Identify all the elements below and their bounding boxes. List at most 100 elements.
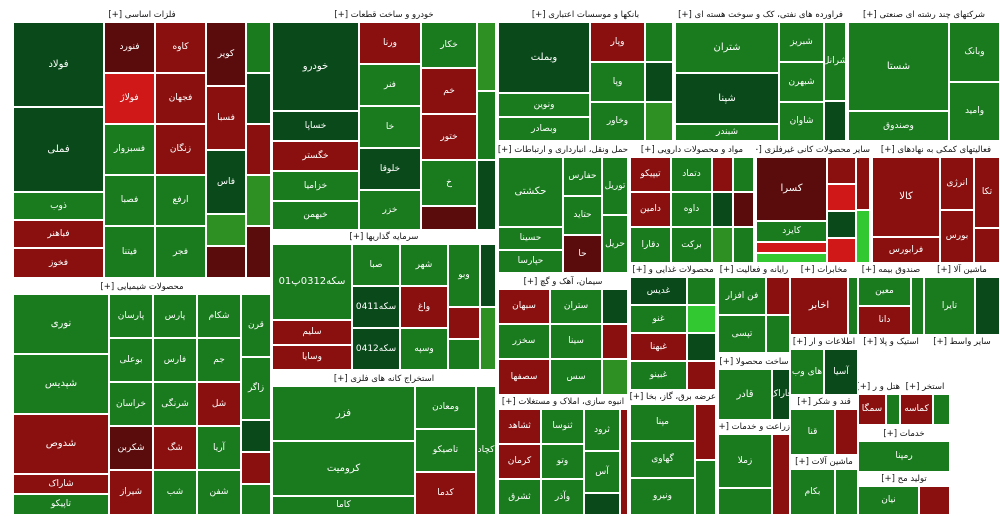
- stock-cell[interactable]: [602, 324, 628, 359]
- stock-cell[interactable]: کسرا: [756, 157, 827, 221]
- stock-cell[interactable]: انرژی: [940, 157, 974, 210]
- stock-cell[interactable]: معین: [858, 277, 911, 306]
- stock-cell[interactable]: کرمان: [498, 444, 541, 479]
- stock-cell[interactable]: [766, 277, 790, 315]
- stock-cell[interactable]: خا: [359, 106, 421, 148]
- stock-cell[interactable]: [827, 211, 856, 238]
- stock-cell[interactable]: [911, 277, 924, 335]
- stock-cell[interactable]: خزامیا: [272, 171, 359, 201]
- stock-cell[interactable]: اخابر: [790, 277, 848, 335]
- sector-title[interactable]: استخر [+]: [900, 380, 950, 395]
- sector-title[interactable]: فلزات اساسی [+]: [13, 8, 271, 23]
- stock-cell[interactable]: توریل: [602, 157, 628, 215]
- stock-cell[interactable]: فن افزار: [718, 277, 766, 315]
- stock-cell[interactable]: تکا: [974, 157, 1000, 228]
- stock-cell[interactable]: [206, 214, 246, 246]
- stock-cell[interactable]: سلیم: [272, 320, 352, 345]
- stock-cell[interactable]: وسپه: [400, 328, 448, 370]
- sector-block[interactable]: سیمان، آهک و گچ [+] سبهان سخزر سصفها ستران سی…: [498, 275, 628, 395]
- stock-cell[interactable]: غبینو: [630, 361, 687, 390]
- stock-cell[interactable]: زملا: [718, 434, 772, 488]
- stock-cell[interactable]: وصندوق: [848, 111, 949, 141]
- stock-cell[interactable]: خگستر: [272, 141, 359, 171]
- stock-cell[interactable]: فولاد: [13, 22, 104, 107]
- stock-cell[interactable]: [835, 469, 858, 515]
- stock-cell[interactable]: ارفع: [155, 175, 206, 226]
- stock-cell[interactable]: [620, 409, 628, 515]
- stock-cell[interactable]: آریا: [197, 426, 241, 470]
- stock-cell[interactable]: شکام: [197, 294, 241, 338]
- stock-cell[interactable]: وسایا: [272, 345, 352, 370]
- sector-title[interactable]: فراورده های نفتی، کک و سوخت هسته ای [+]: [675, 8, 846, 23]
- sector-block[interactable]: صندوق بیمه [+] معین دانا: [858, 263, 924, 335]
- stock-cell[interactable]: شدوص: [13, 414, 109, 474]
- stock-cell[interactable]: کچاد: [476, 386, 496, 515]
- stock-cell[interactable]: ختور: [421, 114, 477, 160]
- sector-block[interactable]: انبوه سازی، املاک و مستغلات [+] ثشاهد کرما…: [498, 395, 628, 515]
- stock-cell[interactable]: شهر: [400, 244, 448, 286]
- stock-cell[interactable]: [246, 226, 271, 278]
- stock-cell[interactable]: شستا: [848, 22, 949, 111]
- stock-cell[interactable]: وبملت: [498, 22, 590, 93]
- stock-cell[interactable]: فرابورس: [872, 237, 940, 263]
- stock-cell[interactable]: [856, 210, 870, 263]
- stock-cell[interactable]: رمپنا: [858, 441, 950, 472]
- stock-cell[interactable]: [421, 206, 477, 230]
- stock-cell[interactable]: [687, 277, 716, 305]
- stock-cell[interactable]: وپار: [590, 22, 645, 62]
- sector-block[interactable]: بانکها و موسسات اعتباری [+] وبملت ونوین وبص…: [498, 8, 673, 141]
- stock-cell[interactable]: نیان: [858, 486, 919, 515]
- stock-cell[interactable]: غنو: [630, 305, 687, 333]
- stock-cell[interactable]: غدیس: [630, 277, 687, 305]
- stock-cell[interactable]: ستران: [550, 289, 602, 324]
- sector-block[interactable]: زراعت و خدمات [+] زملا: [718, 420, 790, 515]
- stock-cell[interactable]: خساپا: [272, 111, 359, 141]
- stock-cell[interactable]: [733, 192, 754, 227]
- stock-cell[interactable]: کایزد: [756, 221, 827, 242]
- stock-cell[interactable]: صبا: [352, 244, 400, 286]
- stock-cell[interactable]: [756, 253, 827, 263]
- stock-cell[interactable]: دتماد: [671, 157, 712, 192]
- sector-title[interactable]: رایانه و فعالیت [+]: [718, 263, 790, 278]
- stock-cell[interactable]: تاصیکو: [415, 429, 476, 472]
- stock-cell[interactable]: فیتنا: [104, 226, 155, 278]
- sector-block[interactable]: سایر محصولات کانی غیرفلزی [+] کسرا کایزد: [756, 143, 870, 263]
- stock-cell[interactable]: [584, 493, 620, 515]
- stock-cell[interactable]: سس: [550, 359, 602, 395]
- stock-cell[interactable]: [241, 484, 271, 515]
- sector-block[interactable]: ماشین آلات [+] بکام: [790, 455, 858, 515]
- stock-cell[interactable]: تپسی: [718, 315, 766, 353]
- stock-cell[interactable]: قنا: [790, 409, 835, 455]
- stock-cell[interactable]: [687, 305, 716, 333]
- stock-cell[interactable]: شاراک: [13, 474, 109, 494]
- stock-cell[interactable]: فولاژ: [104, 73, 155, 124]
- sector-title[interactable]: خودرو و ساخت قطعات [+]: [272, 8, 496, 23]
- stock-cell[interactable]: های وب: [790, 349, 824, 395]
- stock-cell[interactable]: بکام: [790, 469, 835, 515]
- stock-cell[interactable]: [827, 157, 856, 184]
- stock-cell[interactable]: [246, 124, 271, 175]
- stock-cell[interactable]: شتران: [675, 22, 779, 73]
- stock-cell[interactable]: فسبا: [206, 86, 246, 150]
- stock-cell[interactable]: شب: [153, 470, 197, 515]
- stock-cell[interactable]: فسبزوار: [104, 124, 155, 175]
- stock-cell[interactable]: شیراز: [109, 470, 153, 515]
- stock-cell[interactable]: زنگان: [155, 124, 206, 175]
- stock-cell[interactable]: تاپیکو: [13, 494, 109, 515]
- sector-block[interactable]: فراورده های نفتی، کک و سوخت هسته ای [+] ش…: [675, 8, 846, 141]
- stock-cell[interactable]: [695, 404, 716, 460]
- sector-title[interactable]: زراعت و خدمات [+]: [718, 420, 790, 435]
- stock-cell[interactable]: [477, 91, 496, 160]
- stock-cell[interactable]: کاما: [272, 496, 415, 515]
- sector-title[interactable]: فعالیتهای کمکی به نهادهای [+]: [872, 143, 1000, 158]
- stock-cell[interactable]: وبانک: [949, 22, 1000, 82]
- stock-cell[interactable]: [827, 184, 856, 211]
- stock-cell[interactable]: [772, 434, 790, 515]
- stock-cell[interactable]: وبصادر: [498, 117, 590, 141]
- stock-cell[interactable]: شبریز: [779, 22, 824, 62]
- stock-cell[interactable]: آس: [584, 451, 620, 493]
- stock-cell[interactable]: سبهان: [498, 289, 550, 324]
- stock-cell[interactable]: شرانل: [824, 22, 846, 101]
- stock-cell[interactable]: [246, 73, 271, 124]
- sector-block[interactable]: سرمایه گذاریها [+] سکه0312پ01 سلیم وسایا صبا…: [272, 230, 496, 370]
